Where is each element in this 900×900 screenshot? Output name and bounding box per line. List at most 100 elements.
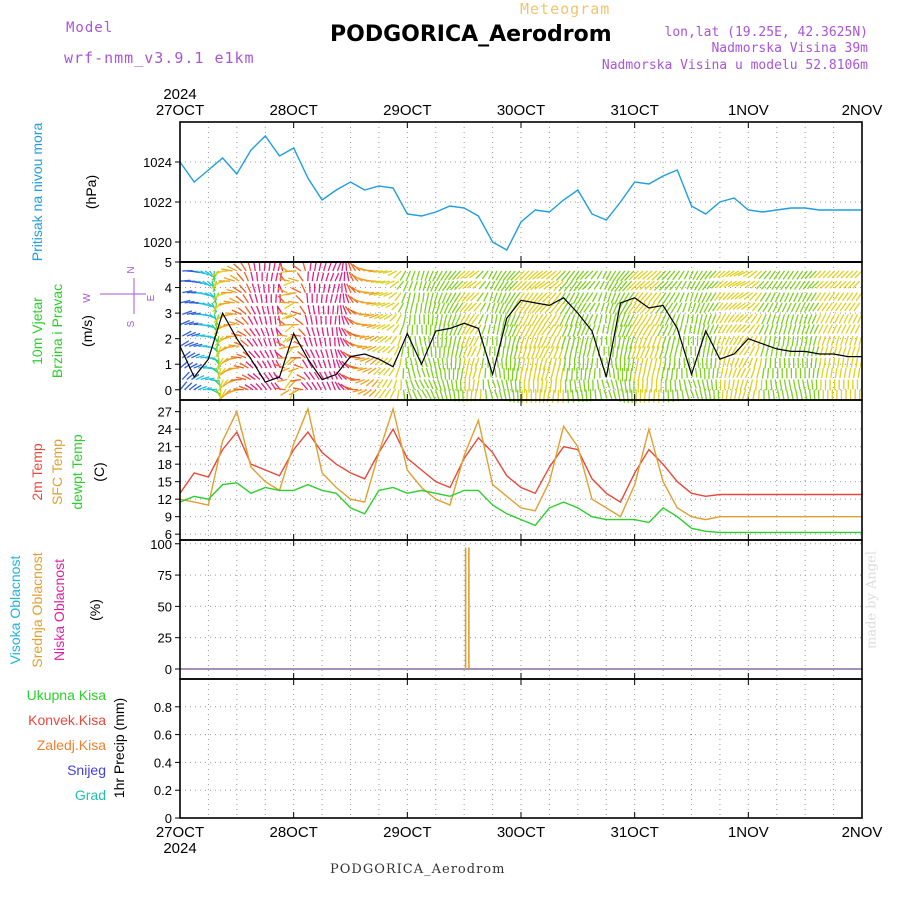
wind-arrow (218, 389, 227, 401)
wind-arrow (231, 309, 242, 315)
wind-arrow (790, 302, 797, 313)
wind-arrow (752, 389, 756, 401)
wind-arrow (836, 324, 843, 334)
wind-arrow (701, 280, 710, 291)
wind-arrow (756, 280, 765, 290)
wind-arrow (731, 280, 742, 288)
wind-arrow (496, 357, 500, 368)
wind-arrow (625, 292, 635, 304)
wind-arrow (734, 357, 740, 368)
wind-arrow (500, 324, 505, 336)
wind-arrow (733, 270, 744, 277)
wind-arrow (364, 335, 375, 341)
wind-arrow (356, 345, 368, 349)
wind-arrow (236, 272, 245, 282)
wind-arrow (428, 270, 434, 282)
wind-arrow (735, 280, 746, 287)
wind-arrow (697, 357, 700, 368)
wind-arrow (732, 367, 738, 378)
wind-arrow (685, 389, 690, 400)
wind-arrow (710, 280, 719, 289)
wind-arrow (491, 357, 495, 367)
wind-arrow (375, 302, 386, 307)
wind-arrow (627, 302, 637, 314)
wind-arrow (806, 280, 815, 290)
wind-arrow (726, 357, 731, 368)
wind-ylabel-1: 10m Vjetar (29, 297, 45, 365)
wind-arrow (767, 335, 772, 347)
wind-arrow (568, 357, 571, 371)
wind-arrow (554, 302, 564, 315)
wind-arrow (691, 314, 694, 324)
cloud-label-mid: Srednja Oblacnost (29, 552, 45, 667)
wind-arrow (495, 270, 503, 281)
wind-arrow (253, 315, 259, 325)
wind-arrow (712, 335, 717, 347)
temp-line-2 (179, 482, 862, 534)
wind-arrow (371, 379, 379, 388)
wind-arrow (489, 367, 492, 378)
wind-arrow (405, 270, 411, 282)
wind-arrow (825, 367, 829, 379)
wind-arrow (776, 314, 781, 325)
wind-arrow (683, 324, 688, 335)
wind-arrow (612, 314, 617, 326)
wind-arrow (436, 270, 443, 282)
wind-arrow (447, 314, 453, 326)
wind-arrow (271, 305, 275, 315)
wind-arrow (701, 379, 706, 391)
wind-arrow (547, 292, 557, 304)
wind-arrow (653, 292, 662, 304)
wind-arrow (475, 270, 484, 280)
wind-arrow (441, 379, 446, 391)
wind-arrow (260, 294, 263, 303)
wind-arrow (542, 292, 553, 303)
wind-arrow (670, 367, 674, 381)
wind-arrow (724, 302, 733, 311)
wind-arrow (617, 368, 620, 381)
wind-arrow (695, 314, 699, 325)
wind-arrow (748, 270, 758, 279)
wind-arrow (534, 280, 546, 290)
wind-arrow (389, 313, 398, 322)
wind-arrow (608, 302, 614, 314)
wind-arrow (605, 357, 609, 367)
wind-arrow (214, 335, 224, 346)
wind-arrow (724, 367, 729, 378)
wind-arrow (794, 314, 799, 325)
wind-arrow (542, 357, 548, 371)
wind-arrow (463, 302, 473, 313)
wind-arrow (471, 314, 480, 325)
wind-arrow (638, 292, 649, 303)
wind-arrow (503, 368, 506, 380)
wind-arrow (394, 292, 402, 302)
wind-arrow (335, 327, 339, 337)
wind-arrow (780, 314, 786, 325)
wind-arrow (733, 389, 738, 400)
wind-arrow (344, 305, 352, 315)
wind-arrow (255, 383, 263, 391)
wind-arrow (579, 302, 587, 314)
x-tick-label-top: 29OCT (383, 102, 431, 119)
wind-arrow (337, 337, 341, 347)
wind-arrow (329, 294, 333, 304)
wind-arrow (784, 346, 788, 357)
wind-arrow (661, 335, 667, 349)
wind-arrow (621, 324, 628, 338)
wind-arrow (462, 280, 473, 290)
wind-arrow (742, 270, 753, 278)
wind-arrow (503, 324, 510, 337)
wind-arrow (582, 346, 587, 359)
wind-arrow (726, 346, 733, 356)
wind-arrow (744, 367, 751, 379)
wind-arrow (461, 292, 471, 303)
wind-arrow (588, 302, 596, 313)
y-tick-label: 4 (165, 281, 172, 296)
wind-arrow (548, 346, 555, 359)
wind-arrow (642, 270, 653, 280)
wind-arrow (850, 324, 856, 334)
wind-arrow (337, 382, 345, 391)
wind-arrow (348, 271, 354, 282)
wind-arrow (410, 270, 416, 281)
wind-arrow (304, 314, 309, 325)
